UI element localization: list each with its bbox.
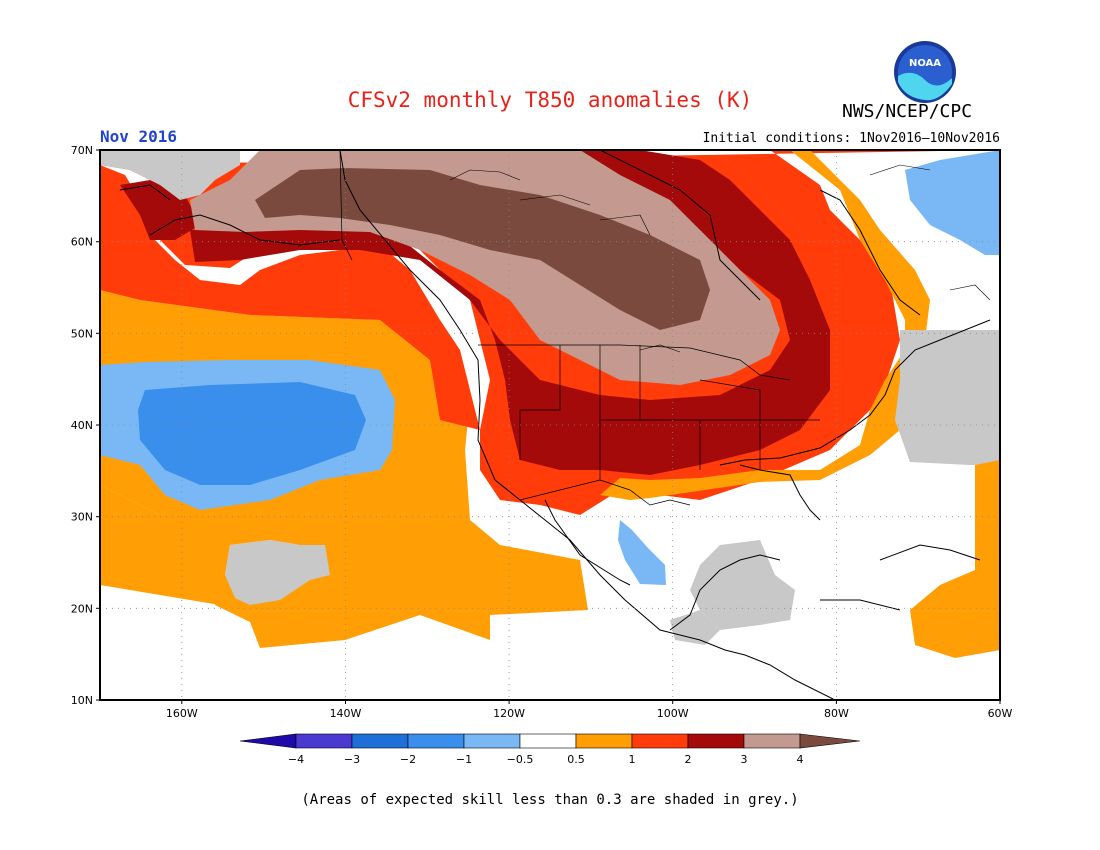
lat-label: 20N [71,602,93,615]
lat-label: 30N [71,511,93,524]
political-borders [339,150,820,506]
low-skill-region-mexico-coast [670,610,720,645]
colorbar-swatch-p2-3 [687,733,745,749]
gridlines [100,150,1000,700]
latitude-labels: 70N 60N 50N 40N 30N 20N 10N [71,144,93,707]
anomaly-region-greenland-cool [905,150,1000,255]
lon-label: 120W [493,707,525,720]
colorbar-label: 4 [797,753,804,766]
colorbar-swatch-neg1-neg05 [463,733,521,749]
anomaly-region-above-4 [255,168,710,330]
chart-title: CFSv2 monthly T850 anomalies (K) [347,88,753,112]
lon-label: 80W [824,707,849,720]
longitude-labels: 160W 140W 120W 100W 80W 60W [166,707,1013,720]
colorbar-label: 2 [685,753,692,766]
colorbar-swatch-neg4-neg3 [295,733,353,749]
colorbar-labels: −4 −3 −2 −1 −0.5 0.5 1 2 3 4 [288,753,804,766]
anomaly-region-pacific-cool-inner [138,382,366,485]
low-skill-region-hudson [895,330,1000,465]
colorbar-swatch-neutral [519,733,577,749]
lat-label: 50N [71,327,93,340]
lon-label: 160W [166,707,198,720]
anomaly-region-subtropic-warm [100,485,160,578]
colorbar-swatch-neg3-neg2 [351,733,409,749]
low-skill-region-gulf [690,540,795,630]
lat-label: 10N [71,694,93,707]
colorbar-label: −1 [456,753,472,766]
noaa-logo: NOAA [894,41,956,103]
low-skill-region-alaska [100,150,240,200]
colorbar-swatch-lt-neg4 [239,733,297,749]
axis-ticks [96,149,1001,704]
agency-label: NWS/NCEP/CPC [842,101,973,122]
forecast-month: Nov 2016 [100,127,178,146]
colorbar-swatch-p1-2 [631,733,689,749]
colorbar-label: −4 [288,753,304,766]
initial-conditions: Initial conditions: 1Nov2016–10Nov2016 [702,131,1000,146]
low-skill-region-subtropic-pacific [225,540,330,605]
lat-label: 70N [71,144,93,157]
anomaly-region-west-alaska-1to2 [100,165,480,430]
lon-label: 100W [657,707,689,720]
arctic-islands [449,164,991,353]
colorbar-label: −3 [344,753,360,766]
colorbar-swatch-p3-4 [743,733,801,749]
map-area [100,150,1000,700]
colorbar [239,733,861,749]
anomaly-region-mexico-cool [618,520,666,585]
colorbar-label: −2 [400,753,416,766]
colorbar-label: 0.5 [567,753,585,766]
lon-label: 140W [330,707,362,720]
lon-label: 60W [988,707,1013,720]
colorbar-label: −0.5 [507,753,534,766]
colorbar-swatch-gt4 [799,733,861,749]
lat-label: 40N [71,419,93,432]
logo-text: NOAA [909,58,941,69]
colorbar-label: 1 [629,753,636,766]
footnote: (Areas of expected skill less than 0.3 a… [301,792,799,808]
colorbar-swatch-neg2-neg1 [407,733,465,749]
colorbar-label: 3 [741,753,748,766]
lat-label: 60N [71,236,93,249]
anomaly-region-caribbean-warm [910,460,1000,658]
colorbar-swatch-p05-1 [575,733,633,749]
